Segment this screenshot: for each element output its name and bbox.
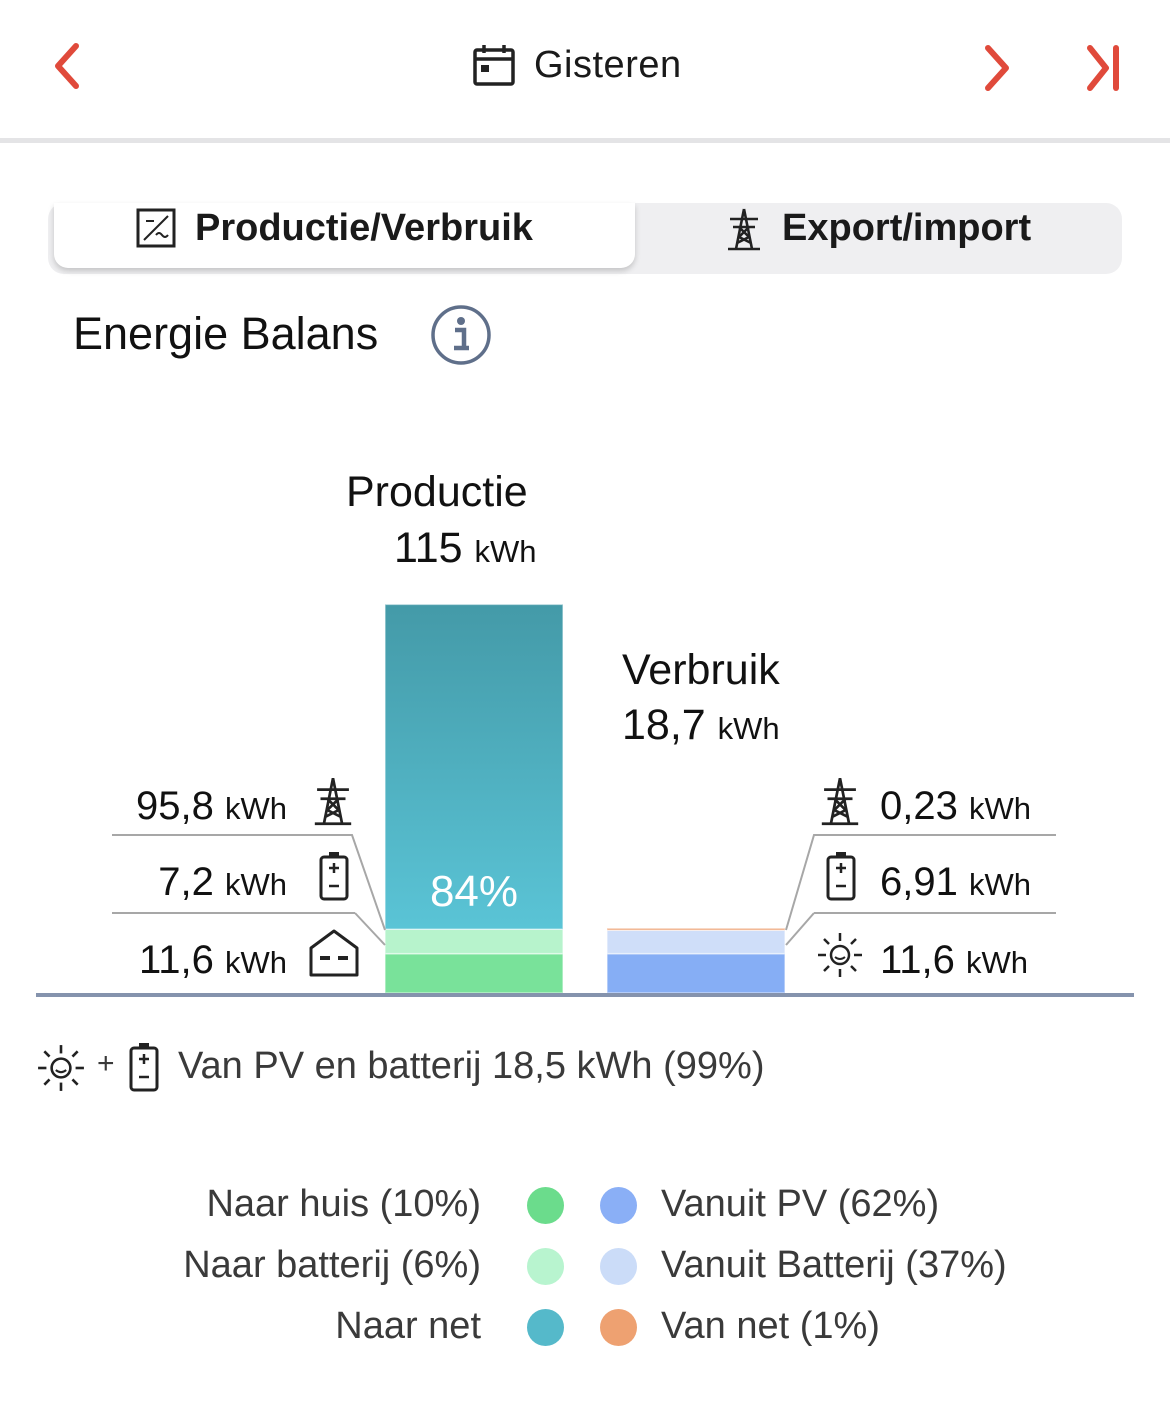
production-bar bbox=[384, 603, 564, 994]
production-row-battery-value: 7,2 bbox=[158, 860, 214, 904]
consumption-total: 18,7 kWh bbox=[622, 701, 780, 750]
date-label[interactable]: Gisteren bbox=[534, 44, 682, 86]
production-total-unit: kWh bbox=[474, 534, 537, 569]
production-segment-naar-net bbox=[384, 603, 564, 930]
consumption-title: Verbruik bbox=[622, 646, 780, 694]
tab-export-import-label[interactable]: Export/import bbox=[782, 207, 1032, 249]
tab-productie-verbruik-label[interactable]: Productie/Verbruik bbox=[195, 207, 533, 249]
chevron-right-icon[interactable] bbox=[980, 40, 1014, 101]
legend-dot-van-net bbox=[600, 1309, 637, 1346]
production-percent-value: 84% bbox=[430, 867, 518, 916]
consumption-row-pv-value: 11,6 bbox=[880, 938, 955, 982]
consumption-row-battery-value: 6,91 bbox=[880, 860, 958, 904]
production-title: Productie bbox=[346, 468, 528, 516]
consumption-segment-van-net bbox=[606, 927, 786, 931]
production-row-net-value: 95,8 bbox=[136, 784, 214, 828]
tab-productie-verbruik[interactable] bbox=[54, 203, 635, 268]
legend-dot-vanuit-pv bbox=[600, 1187, 637, 1224]
battery-icon bbox=[825, 851, 857, 906]
legend-dot-naar-huis bbox=[527, 1187, 564, 1224]
legend-label-naar-net: Naar net bbox=[335, 1305, 481, 1347]
inverter-icon bbox=[136, 208, 178, 255]
consumption-segment-vanuit-batterij bbox=[606, 929, 786, 955]
battery-icon bbox=[318, 851, 350, 906]
sun-icon bbox=[36, 1043, 86, 1098]
top-bar bbox=[0, 0, 1170, 143]
production-segment-naar-batterij bbox=[384, 928, 564, 955]
production-total: 115 kWh bbox=[394, 524, 537, 573]
house-icon bbox=[308, 928, 360, 983]
production-segment-naar-huis bbox=[384, 952, 564, 994]
connector-battery-right-diag bbox=[785, 912, 815, 946]
consumption-segment-vanuit-pv bbox=[606, 952, 786, 994]
skip-to-end-icon[interactable] bbox=[1084, 40, 1124, 101]
legend-label-vanuit-pv: Vanuit PV (62%) bbox=[661, 1183, 940, 1225]
consumption-total-unit: kWh bbox=[717, 711, 780, 746]
energy-balance-chart: 84% bbox=[36, 603, 1134, 997]
consumption-row-pv: 11,6 kWh bbox=[880, 938, 1028, 983]
connector-net-left bbox=[112, 834, 386, 931]
summary-plus: + bbox=[97, 1047, 115, 1080]
left-connectors bbox=[112, 834, 386, 946]
production-row-house-value: 11,6 bbox=[138, 938, 214, 982]
production-row-battery: 7,2 kWh bbox=[0, 860, 287, 905]
production-row-house: 11,6 kWh bbox=[0, 938, 287, 983]
legend-dot-naar-net bbox=[527, 1309, 564, 1346]
connector-battery-left-diag bbox=[354, 912, 386, 946]
power-pylon-icon bbox=[308, 776, 358, 831]
legend-label-naar-batterij: Naar batterij (6%) bbox=[183, 1244, 481, 1286]
consumption-row-net-unit: kWh bbox=[968, 791, 1031, 826]
calendar-icon[interactable] bbox=[472, 43, 516, 92]
production-row-battery-unit: kWh bbox=[225, 867, 287, 902]
info-icon[interactable] bbox=[430, 304, 492, 371]
legend-label-vanuit-batterij: Vanuit Batterij (37%) bbox=[661, 1244, 1007, 1286]
consumption-total-value: 18,7 bbox=[622, 701, 706, 749]
production-row-net-unit: kWh bbox=[225, 791, 287, 826]
legend-dot-naar-batterij bbox=[527, 1248, 564, 1285]
legend-label-van-net: Van net (1%) bbox=[661, 1305, 880, 1347]
sun-icon bbox=[816, 931, 864, 984]
legend-label-naar-huis: Naar huis (10%) bbox=[206, 1183, 481, 1225]
chevron-left-icon[interactable] bbox=[50, 38, 84, 103]
legend-dot-vanuit-batterij bbox=[600, 1248, 637, 1285]
consumption-row-net-value: 0,23 bbox=[880, 784, 958, 828]
consumption-row-battery: 6,91 kWh bbox=[880, 860, 1031, 905]
consumption-row-battery-unit: kWh bbox=[968, 867, 1031, 902]
section-title: Energie Balans bbox=[73, 308, 379, 359]
consumption-row-pv-unit: kWh bbox=[966, 945, 1029, 980]
production-row-net: 95,8 kWh bbox=[0, 784, 287, 829]
power-pylon-icon bbox=[724, 207, 764, 256]
production-percent-label: 84% bbox=[430, 867, 518, 916]
consumption-bar bbox=[606, 927, 786, 994]
battery-icon bbox=[128, 1042, 160, 1097]
production-row-house-unit: kWh bbox=[225, 945, 287, 980]
right-connectors bbox=[785, 834, 1056, 946]
consumption-row-net: 0,23 kWh bbox=[880, 784, 1031, 829]
connector-net-right bbox=[785, 834, 1056, 931]
summary-text: Van PV en batterij 18,5 kWh (99%) bbox=[178, 1045, 765, 1087]
production-total-value: 115 bbox=[394, 524, 463, 572]
power-pylon-icon bbox=[815, 776, 865, 831]
